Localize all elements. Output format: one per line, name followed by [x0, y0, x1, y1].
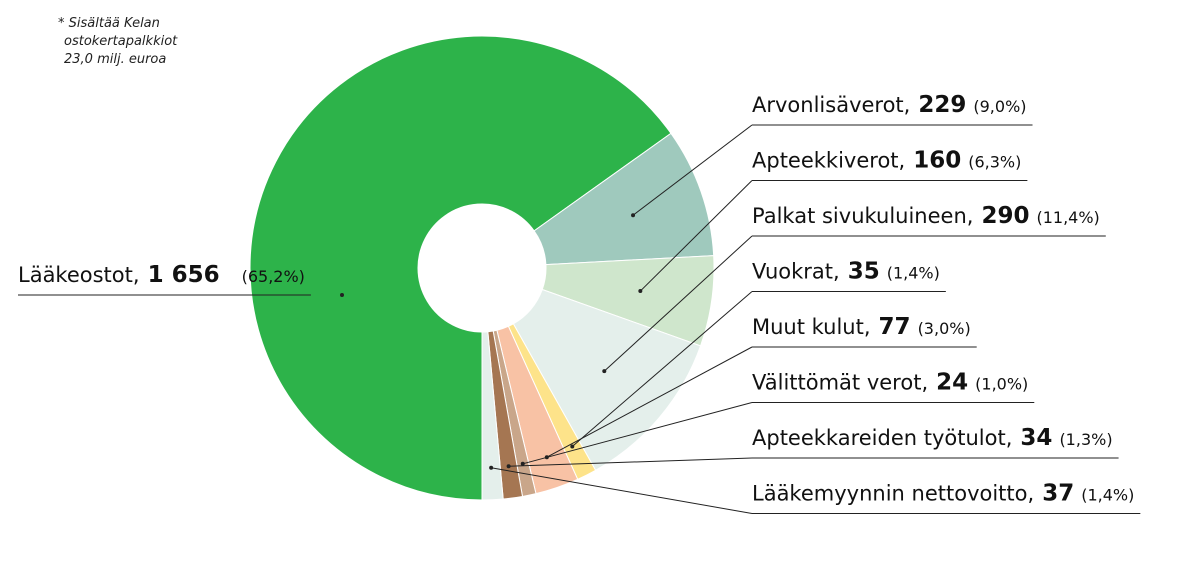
slice-label: Palkat sivukuluineen, 290 (11,4%) [752, 203, 1100, 229]
value-label: 37 [1042, 481, 1074, 507]
donut-slice [533, 132, 715, 266]
separator: , [1028, 482, 1035, 506]
category-name: Apteekkiverot [752, 149, 899, 173]
value-label: 1 656 [148, 262, 220, 288]
leader-line [603, 235, 753, 372]
slice-label: Lääkeostot, 1 656 (65,2%) [18, 262, 305, 288]
value-label: 34 [1020, 425, 1052, 451]
leader-line [508, 457, 753, 467]
separator: , [864, 315, 871, 339]
slice-label: Muut kulut, 77 (3,0%) [752, 314, 971, 340]
percent-label: (6,3%) [968, 153, 1021, 172]
leader-line [632, 124, 753, 216]
leader-line [546, 346, 753, 458]
separator: , [904, 93, 911, 117]
note-line: 23,0 milj. euroa [64, 52, 166, 67]
leader-dot [489, 465, 494, 470]
value-label: 35 [848, 259, 880, 285]
note-line: ostokertapalkkiot [64, 34, 178, 49]
leader-dot [520, 461, 525, 466]
percent-label: (1,0%) [975, 375, 1028, 394]
separator: , [921, 371, 928, 395]
separator: , [899, 149, 906, 173]
category-name: Vuokrat [752, 260, 833, 284]
percent-label: (1,3%) [1059, 430, 1112, 449]
separator: , [1006, 426, 1013, 450]
leader-line [522, 402, 753, 465]
leader-line [491, 467, 753, 514]
slice-label: Vuokrat, 35 (1,4%) [752, 259, 940, 285]
leader-line [571, 291, 753, 447]
leader-dot [631, 213, 636, 218]
slice-label: Apteekkiverot, 160 (6,3%) [752, 148, 1021, 174]
percent-label: (3,0%) [918, 319, 971, 338]
leader-line [639, 180, 753, 292]
category-name: Välittömät verot [752, 371, 921, 395]
value-label: 160 [913, 148, 961, 174]
leader-dot [340, 293, 344, 297]
value-label: 229 [918, 92, 966, 118]
leader-dot [638, 289, 643, 294]
percent-label: (65,2%) [242, 267, 305, 286]
category-name: Muut kulut [752, 315, 864, 339]
leader-dot [602, 369, 607, 374]
donut-slice [481, 331, 504, 501]
value-label: 24 [936, 370, 968, 396]
slice-label: Apteekkareiden työtulot, 34 (1,3%) [752, 425, 1113, 451]
category-name: Apteekkareiden työtulot [752, 426, 1006, 450]
note-line: * Sisältää Kelan [58, 16, 160, 31]
category-name: Arvonlisäverot [752, 93, 904, 117]
category-name: Palkat sivukuluineen [752, 204, 967, 228]
value-label: 290 [981, 203, 1029, 229]
slice-label: Välittömät verot, 24 (1,0%) [752, 370, 1028, 396]
separator: , [133, 263, 140, 287]
leader-dot [570, 444, 575, 449]
separator: , [833, 260, 840, 284]
percent-label: (1,4%) [887, 264, 940, 283]
slice-label: Lääkemyynnin nettovoitto, 37 (1,4%) [752, 481, 1134, 507]
category-name: Lääkemyynnin nettovoitto [752, 482, 1028, 506]
separator: , [967, 204, 974, 228]
donut-slice [249, 35, 672, 501]
percent-label: (11,4%) [1036, 208, 1099, 227]
slice-label: Arvonlisäverot, 229 (9,0%) [752, 92, 1027, 118]
leader-dot [506, 464, 511, 469]
category-name: Lääkeostot [18, 263, 133, 287]
value-label: 77 [879, 314, 911, 340]
percent-label: (1,4%) [1081, 486, 1134, 505]
percent-label: (9,0%) [973, 97, 1026, 116]
